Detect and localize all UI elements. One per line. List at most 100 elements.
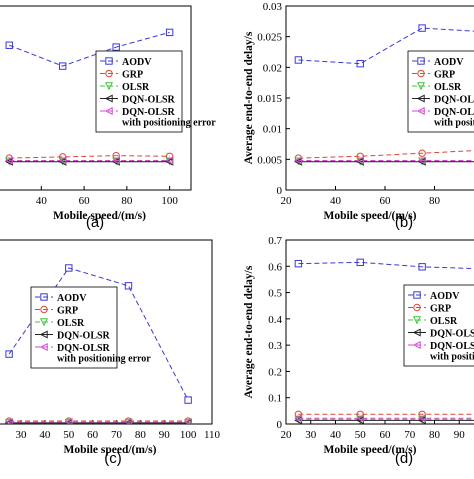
data-point-4 xyxy=(4,418,13,424)
data-point-1 xyxy=(294,410,303,418)
x-tick-label: 40 xyxy=(330,429,342,441)
x-tick-label: 40 xyxy=(39,429,51,441)
data-point-0 xyxy=(5,350,13,358)
legend-marker xyxy=(105,69,113,78)
y-tick-label: 0.02 xyxy=(263,62,282,74)
x-axis-label: Mobile speed/(m/s) xyxy=(324,444,417,456)
y-tick-label: 0.1 xyxy=(268,393,282,405)
y-tick-label: 0 xyxy=(277,419,283,431)
x-tick-label: 20 xyxy=(281,195,293,207)
legend-marker xyxy=(104,82,114,91)
legend-label: DQN-OLSR xyxy=(122,107,176,118)
legend-marker xyxy=(413,303,421,312)
legend-marker xyxy=(416,94,425,103)
legend-label: DQN-OLSR xyxy=(430,341,474,352)
legend-label: DQN-OLSR xyxy=(57,331,111,342)
legend-marker xyxy=(412,328,421,337)
y-tick-label: 0.3 xyxy=(268,340,282,352)
x-axis-label: Mobile speed/(m/s) xyxy=(324,210,417,222)
data-point-1 xyxy=(418,410,426,418)
x-tick-label: 90 xyxy=(454,429,466,441)
legend-label-extra: with positioning error xyxy=(57,354,151,365)
x-tick-label: 50 xyxy=(355,429,367,441)
y-axis-label: Average end-to-end delay/s xyxy=(243,265,255,398)
legend-label: GRP xyxy=(122,70,143,81)
legend-label: OLSR xyxy=(122,82,150,93)
data-point-4 xyxy=(417,156,426,165)
x-tick-label: 50 xyxy=(63,429,75,441)
data-point-0 xyxy=(356,258,364,267)
data-point-0 xyxy=(418,24,426,32)
data-point-0 xyxy=(112,43,120,51)
legend-label: AODV xyxy=(57,293,87,304)
data-point-0 xyxy=(294,259,303,268)
data-point-0 xyxy=(5,41,13,49)
data-point-1 xyxy=(356,410,364,418)
data-point-4 xyxy=(294,156,303,165)
legend-label: OLSR xyxy=(57,318,85,329)
x-tick-label: 70 xyxy=(404,429,416,441)
x-axis-label: Mobile speed/(m/s) xyxy=(53,210,146,222)
legend-marker xyxy=(105,57,113,65)
data-point-0 xyxy=(124,282,133,290)
x-tick-label: 60 xyxy=(79,195,91,207)
panel-caption: (d) xyxy=(395,450,413,467)
panel-caption: (c) xyxy=(104,450,122,467)
data-point-4 xyxy=(355,414,364,423)
plot-frame xyxy=(0,239,213,425)
x-tick-label: 60 xyxy=(380,195,392,207)
legend-label: AODV xyxy=(122,57,152,68)
legend-label-extra: with positioning error xyxy=(434,118,474,129)
legend-marker xyxy=(104,94,113,103)
x-tick-label: 30 xyxy=(16,429,28,441)
data-point-4 xyxy=(58,156,67,165)
chart-panel-b: 20 40 60 80 0 0.005 0.01 0.015 0.02 0.025 0.03 Mobi… xyxy=(243,1,474,222)
panel-caption: (a) xyxy=(86,214,104,231)
data-point-4 xyxy=(183,418,192,424)
legend-marker xyxy=(412,316,422,325)
legend-label: OLSR xyxy=(430,316,458,327)
panel-caption: (b) xyxy=(395,214,413,231)
legend-label: DQN-OLSR xyxy=(57,343,111,354)
data-point-0 xyxy=(65,264,73,272)
data-point-0 xyxy=(59,62,67,70)
x-tick-label: 100 xyxy=(161,195,178,207)
legend-label: DQN-OLSR xyxy=(122,95,176,106)
series-group xyxy=(294,24,474,166)
legend-marker xyxy=(417,69,425,78)
legend-label: DQN-OLSR xyxy=(434,107,474,118)
legend-marker xyxy=(104,106,113,116)
chart-panel-c: 30 40 50 60 70 80 90 100 110 Mobile speed/(m/s) AO… xyxy=(0,239,221,456)
legend-label: AODV xyxy=(434,57,464,68)
data-point-4 xyxy=(124,418,133,424)
data-point-0 xyxy=(165,28,174,37)
x-tick-label: 30 xyxy=(305,429,317,441)
y-tick-label: 0.025 xyxy=(257,32,282,44)
legend-marker xyxy=(417,57,425,65)
legend-marker xyxy=(39,342,48,352)
legend-marker xyxy=(40,305,48,314)
data-point-0 xyxy=(184,396,192,404)
x-tick-label: 40 xyxy=(330,195,342,207)
legend-marker xyxy=(416,106,425,116)
chart-panel-d: 20 30 40 50 60 70 80 90 0 0.1 0.2 0.3 0.4 0.5 0.6 0.7 Mo… xyxy=(243,235,474,456)
data-point-4 xyxy=(294,414,303,423)
legend-label: GRP xyxy=(57,306,78,317)
y-tick-label: 0.2 xyxy=(268,366,282,378)
data-point-4 xyxy=(64,418,73,424)
y-tick-label: 0.01 xyxy=(263,124,282,136)
series-line-0 xyxy=(9,31,170,67)
x-tick-label: 80 xyxy=(429,195,441,207)
y-tick-label: 0.4 xyxy=(268,314,282,326)
data-point-4 xyxy=(165,156,174,165)
x-axis-label: Mobile speed/(m/s) xyxy=(64,444,157,456)
y-tick-label: 0.005 xyxy=(257,154,282,166)
legend-label: OLSR xyxy=(434,82,462,93)
x-tick-label: 80 xyxy=(135,429,147,441)
y-tick-label: 0.6 xyxy=(268,261,282,273)
